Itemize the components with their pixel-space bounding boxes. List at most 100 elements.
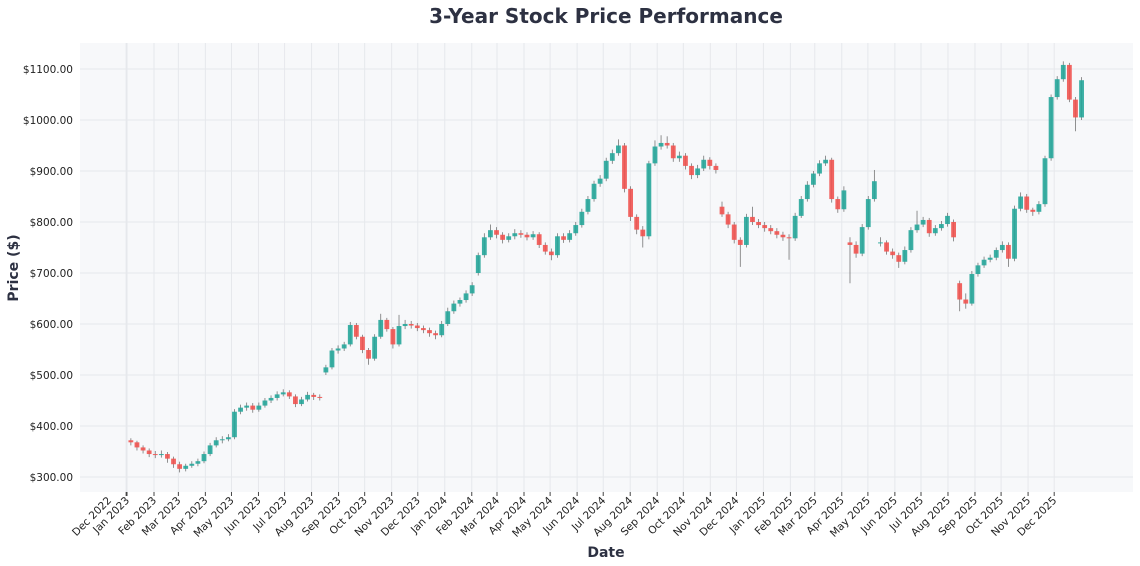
candle-body-down [408, 324, 414, 326]
candle-body-up [871, 181, 877, 200]
candle-body-up [792, 215, 798, 239]
candle-body-up [701, 159, 707, 169]
candle-body-up [652, 146, 658, 164]
candle-body-up [256, 405, 262, 410]
candle-body-up [506, 236, 512, 240]
candle-body-down [140, 447, 146, 451]
candle-body-up [945, 215, 950, 225]
candle [1036, 201, 1042, 215]
candle-body-up [603, 160, 609, 179]
candle [731, 222, 737, 244]
candle-body-up [817, 163, 822, 174]
candle-body-down [1006, 244, 1011, 259]
candle-body-up [512, 233, 518, 237]
candle-body-up [463, 293, 469, 301]
candle [938, 220, 944, 231]
candle-body-up [445, 311, 451, 324]
candle [360, 334, 365, 354]
candle-body-up [481, 237, 487, 256]
candle [384, 317, 390, 332]
candle [811, 171, 816, 188]
candle [378, 313, 384, 339]
candle-body-up [658, 142, 664, 147]
candle [670, 142, 676, 162]
candle-body-down [250, 405, 256, 410]
candle [981, 256, 987, 268]
candle [225, 434, 231, 442]
candle [707, 157, 713, 170]
candle [457, 297, 463, 307]
candle [695, 164, 701, 179]
candle [341, 341, 347, 352]
y-tick-label: $900.00 [30, 166, 73, 178]
candle-body-up [219, 439, 225, 441]
candle-body-up [902, 250, 908, 262]
candle [865, 195, 871, 230]
candle [1030, 207, 1036, 216]
candle [335, 345, 341, 354]
y-tick-label: $600.00 [30, 319, 73, 331]
candle-body-up [567, 233, 573, 240]
candle [542, 242, 548, 255]
candle [561, 233, 566, 243]
candle [573, 222, 579, 236]
candle [817, 160, 822, 177]
candle [433, 330, 438, 340]
candle-body-up [274, 394, 280, 398]
candle-body-down [384, 319, 390, 330]
y-tick-label: $400.00 [30, 421, 73, 433]
candle-body-up [798, 199, 804, 216]
candle-body-up [811, 173, 816, 185]
candle-body-down [548, 251, 554, 256]
candle [427, 327, 432, 337]
candle [536, 232, 542, 249]
y-tick-label: $300.00 [30, 472, 73, 484]
candle [256, 402, 262, 412]
candle [451, 300, 457, 314]
candle-body-down [786, 237, 792, 239]
candle [798, 195, 804, 218]
candle-body-down [780, 234, 786, 238]
candle-body-up [914, 224, 920, 231]
candle [475, 252, 481, 276]
candle-body-up [1054, 79, 1060, 98]
y-tick-label: $1000.00 [23, 115, 73, 127]
candle [999, 241, 1005, 253]
y-tick-label: $700.00 [30, 268, 73, 280]
candle [280, 389, 286, 397]
candle [591, 180, 597, 202]
candle-body-up [1079, 80, 1084, 118]
candle-body-up [201, 454, 207, 462]
candle [445, 307, 451, 327]
candle [469, 282, 475, 296]
candle-body-down [420, 328, 426, 331]
candle-body-down [835, 199, 841, 210]
candle-body-down [634, 216, 640, 230]
candle [786, 234, 792, 260]
candle [1073, 97, 1078, 132]
candle-body-up [609, 153, 615, 161]
candle [1048, 94, 1054, 161]
candle-body-down [719, 206, 725, 215]
candle [244, 402, 250, 411]
candle [1079, 77, 1084, 120]
candle [987, 254, 993, 263]
candle [555, 233, 560, 258]
candle [262, 397, 268, 408]
candle [323, 364, 329, 375]
y-axis-label: Price ($) [6, 234, 22, 301]
candle-body-down [1030, 209, 1036, 212]
candle-body-down [853, 244, 859, 254]
candle [128, 438, 134, 446]
candle [792, 212, 798, 241]
candle [506, 233, 512, 243]
candle-body-down [725, 214, 731, 225]
candle-body-down [542, 244, 548, 252]
candle [238, 404, 243, 415]
candle-body-up [268, 397, 274, 401]
candle-body-down [622, 145, 627, 189]
candle [646, 160, 652, 240]
candle-body-up [451, 303, 457, 312]
candle-body-down [884, 242, 889, 252]
